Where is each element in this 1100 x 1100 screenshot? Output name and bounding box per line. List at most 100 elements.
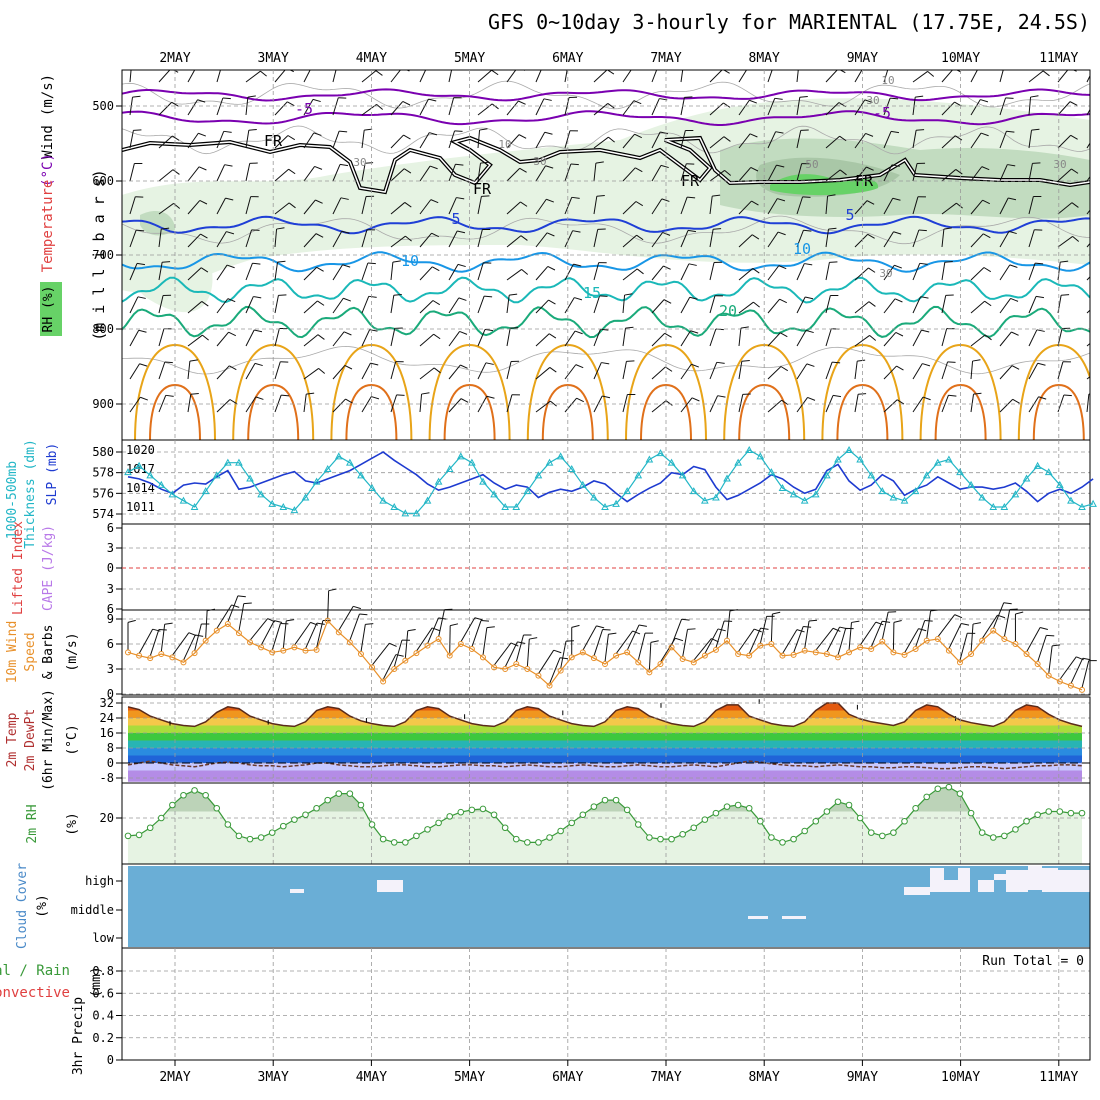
surface-wind-barb [826,626,841,653]
rh2m-point [823,808,831,815]
wind-barb [593,70,608,83]
slp-point [135,461,143,469]
rh2m-point [335,790,343,797]
surface-wind-barb-flag [832,627,841,632]
surface-wind-barb [482,627,488,656]
wind-barb-flag [276,227,285,230]
surface-wind-barb [360,624,366,653]
surface-wind-barb-flag [529,637,538,640]
wind-barb-flag [1035,295,1045,299]
rh2m-point [956,790,964,797]
rh2m-point [235,832,243,840]
rh-contour [122,80,1090,110]
wind-barb-flag [753,301,760,308]
wind-barb [1086,108,1090,116]
wind-barb-flag [229,365,237,371]
surface-wind-barb [183,634,196,661]
wind-barb [448,264,459,281]
wind-barb [535,132,546,149]
wind-barb-flag [432,266,440,272]
slp-point [368,483,376,491]
wind-barb [1086,342,1090,347]
wind-barb [303,334,319,347]
surface-wind-barb [870,621,883,648]
wind-barb [216,231,227,248]
wind-barb [680,196,688,215]
wind-speed-point [724,637,731,644]
wind-barb [274,229,278,248]
wind-speed-point [235,630,242,637]
wind-barb-flag [724,170,732,176]
wind-barb-flag [805,329,814,334]
slp-point [1055,480,1064,488]
run-total-label: Run Total = 0 [982,954,1084,969]
rh2m-point [590,803,598,810]
cape-label: CAPE (J/kg) [41,525,56,611]
wind-barb [999,231,1010,248]
temp-color-band [128,748,1082,756]
slp-point [1044,468,1053,476]
wind-barb-flag [458,297,467,301]
rh2m-point [357,801,365,809]
wind-speed-point [790,651,797,658]
slp-point [168,490,177,498]
wind-barb-flag [1036,329,1045,332]
wind-barb [274,262,279,281]
rh2m-point [424,826,431,833]
wind-barb-flag [780,332,788,338]
precip-panel: 0.8 0.6 0.4 0.2 0 Run Total = 0 Total / Rain Co… [0,947,1091,1075]
wind-barb [303,99,314,116]
rh2m-point [978,829,986,836]
rh2m-point [390,839,398,846]
surface-wind-barb [382,654,397,680]
wind-barb-flag [521,269,529,275]
wind-barb [390,202,406,215]
wind-barb-flag [776,164,785,168]
wind-barb-flag [460,364,468,369]
wind-barb [361,396,372,413]
surface-wind-barb-flag [553,649,562,654]
wind-barb [158,101,173,116]
slp-point [811,490,820,498]
wind-barb [796,196,804,215]
surface-wind-barb-flag [231,604,240,608]
slp-point [223,458,232,466]
wind-barb [883,70,889,83]
wind-barb-flag [1010,297,1019,302]
surface-wind-barb [271,623,281,651]
wind-barb [448,297,460,314]
wind-speed-point [357,651,364,657]
rh2m-point [856,814,864,822]
wind-barb [738,167,752,182]
wind-barb [303,166,315,182]
wind-barb-flag [1070,134,1078,140]
surface-wind-barb-flag [365,623,374,625]
wind-barb [245,263,253,281]
wind-barb [796,163,803,182]
surface-wind-barb-flag [243,602,252,605]
wind-speed-point [380,678,387,685]
wind-barb-flag [344,364,353,370]
wind-speed-point [424,642,431,649]
wind-barb [535,70,542,83]
wind-barb [912,263,921,281]
wind-barb [129,229,137,248]
slp-point [334,452,343,460]
surface-wind-barb [1048,645,1053,674]
surface-wind-barb [249,618,269,641]
wind-barb-flag [161,227,170,230]
slp-point [989,502,998,510]
wind-barb-flag [491,70,499,76]
wind-barb-flag [139,363,148,367]
slp-point [412,509,421,517]
wind-barb-flag [1096,99,1100,101]
wind-barb [390,295,395,314]
rh2m-point [657,835,664,843]
wind-barb-flag [802,196,811,198]
wind-speed-point [879,638,886,645]
date-label-bottom: 11MAY [1039,1070,1078,1085]
wind-barb [912,163,918,182]
wind-barb [912,363,923,380]
